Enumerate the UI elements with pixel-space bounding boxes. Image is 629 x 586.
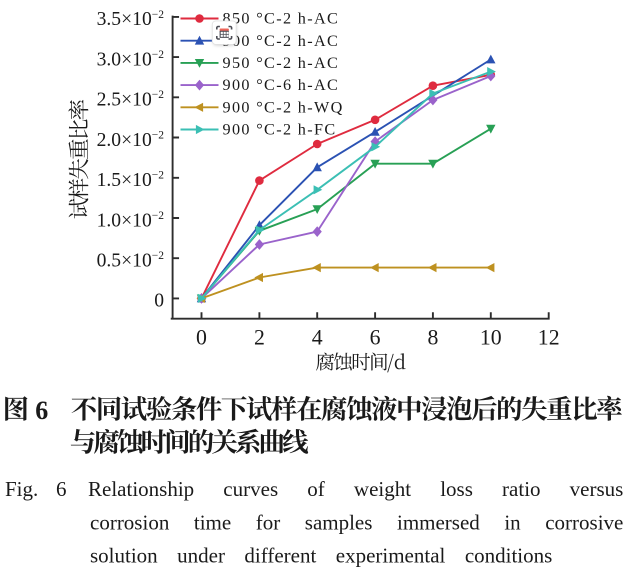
svg-text:6: 6 [35,396,48,425]
svg-text:1.0×10−2: 1.0×10−2 [97,210,165,231]
svg-text:900 °C-2 h-WQ: 900 °C-2 h-WQ [223,98,344,116]
svg-text:2: 2 [254,326,265,350]
svg-text:900 °C-2 h-AC: 900 °C-2 h-AC [223,32,340,50]
svg-text:1.5×10−2: 1.5×10−2 [97,170,165,191]
svg-text:2.0×10−2: 2.0×10−2 [97,129,165,150]
svg-text:850 °C-2 h-AC: 850 °C-2 h-AC [223,10,340,28]
svg-text:6: 6 [370,326,381,350]
svg-text:2.5×10−2: 2.5×10−2 [97,89,165,110]
svg-text:6: 6 [56,477,67,501]
svg-text:3.0×10−2: 3.0×10−2 [97,49,165,70]
svg-text:0.5×10−2: 0.5×10−2 [97,250,165,271]
svg-text:900 °C-6 h-AC: 900 °C-6 h-AC [223,76,340,94]
svg-text:8: 8 [427,326,438,350]
svg-text:12: 12 [538,326,560,350]
svg-text:10: 10 [480,326,502,350]
svg-text:Fig.: Fig. [5,477,38,501]
svg-text:950 °C-2 h-AC: 950 °C-2 h-AC [223,54,340,72]
svg-text:0: 0 [154,291,164,312]
svg-text:0: 0 [196,326,207,350]
svg-text:4: 4 [312,326,323,350]
svg-text:900 °C-2 h-FC: 900 °C-2 h-FC [223,121,337,139]
svg-text:solution under different exper: solution under different experimental co… [90,543,552,567]
svg-text:3.5×10−2: 3.5×10−2 [97,9,165,30]
svg-text:Relationship curves of weight: Relationship curves of weight loss ratio… [88,477,623,501]
svg-text:corrosion time for samples imm: corrosion time for samples immersed in c… [90,510,623,534]
